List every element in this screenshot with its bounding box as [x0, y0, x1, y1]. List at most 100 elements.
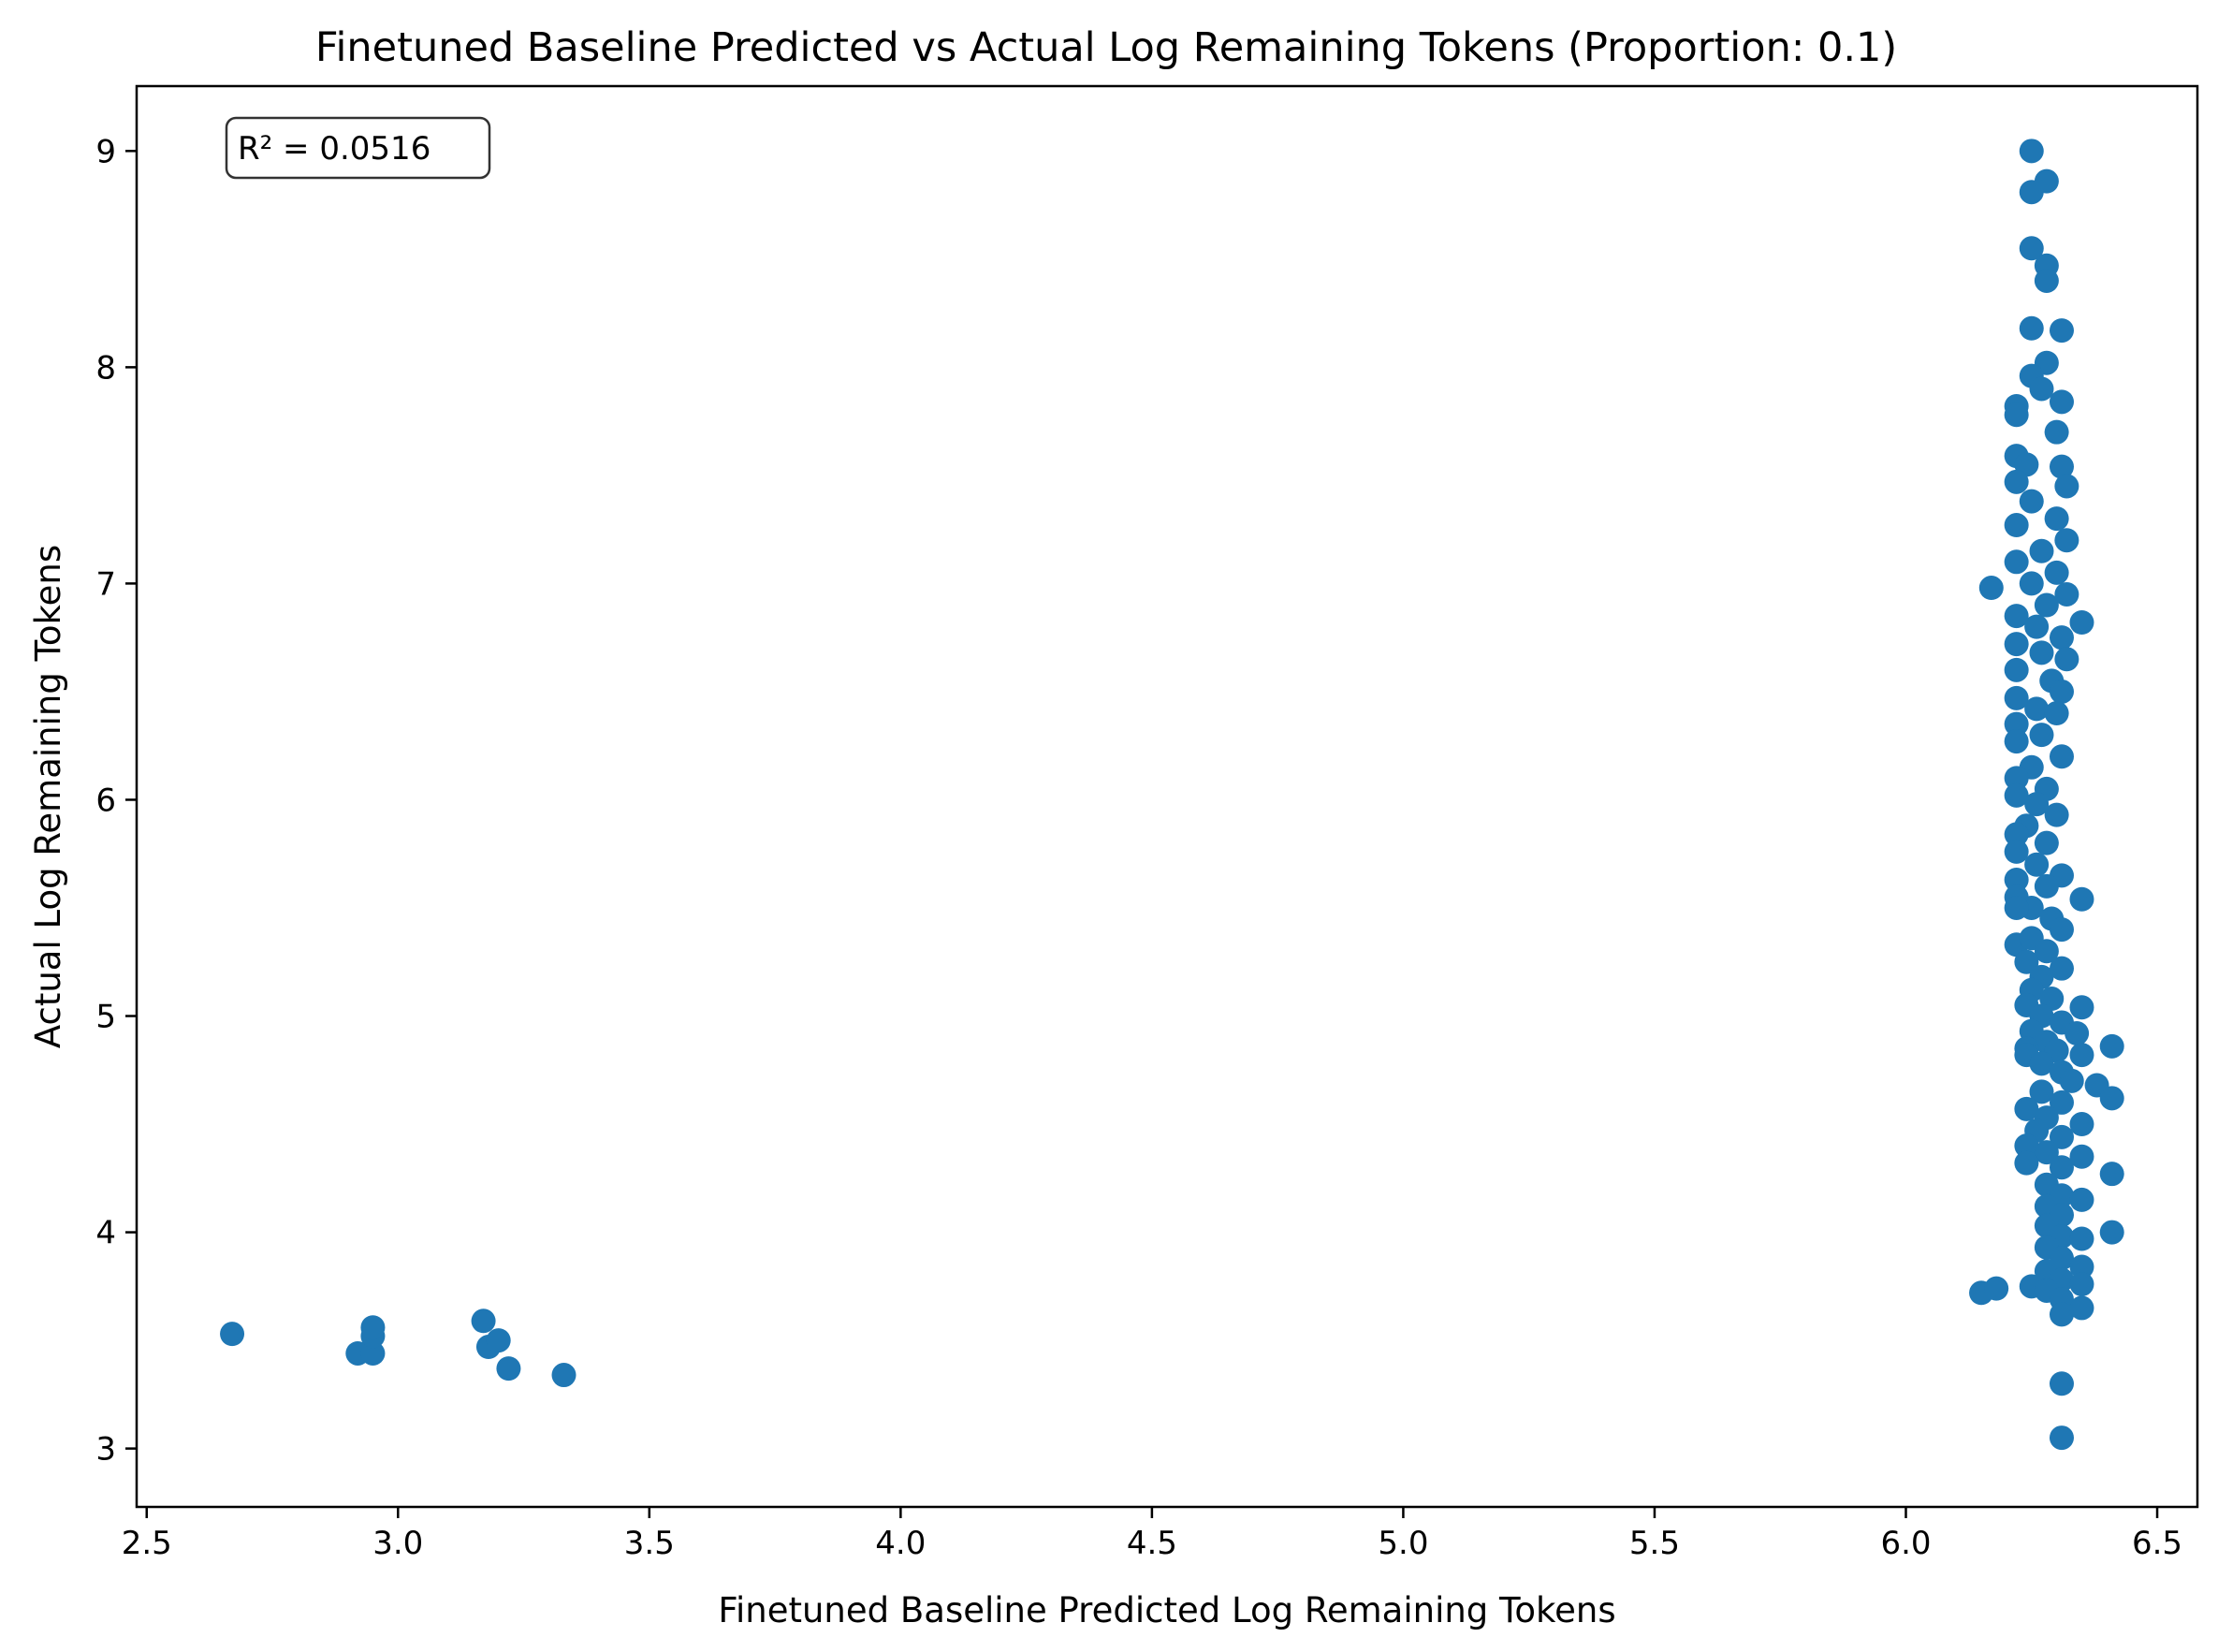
- data-point: [2029, 640, 2054, 665]
- data-point: [2004, 782, 2029, 808]
- x-tick-label: 4.0: [875, 1525, 926, 1562]
- data-point: [2024, 696, 2050, 722]
- data-point: [1984, 1276, 2009, 1301]
- data-point: [2054, 474, 2079, 499]
- data-point: [1978, 576, 2004, 601]
- data-point: [2019, 571, 2044, 596]
- data-point: [2049, 389, 2074, 415]
- data-point: [2069, 995, 2094, 1020]
- x-axis-label: Finetuned Baseline Predicted Log Remaini…: [718, 1590, 1615, 1630]
- data-point: [2099, 1086, 2124, 1111]
- data-point: [2069, 610, 2094, 636]
- data-points: [220, 139, 2124, 1451]
- y-tick-label: 8: [95, 349, 116, 387]
- data-point: [2049, 1302, 2074, 1327]
- y-tick-label: 4: [95, 1215, 116, 1252]
- y-tick-label: 7: [95, 565, 116, 603]
- data-point: [2069, 1144, 2094, 1169]
- data-point: [2069, 1043, 2094, 1068]
- x-tick-label: 6.5: [2132, 1525, 2182, 1562]
- y-axis-ticks: 3 4 5 6 7 8 9: [95, 133, 137, 1469]
- annotation-text: R² = 0.0516: [238, 130, 430, 168]
- x-tick-label: 5.0: [1378, 1525, 1428, 1562]
- data-point: [2049, 917, 2074, 943]
- data-point: [2049, 454, 2074, 479]
- data-point: [2049, 679, 2074, 704]
- data-point: [2029, 723, 2054, 748]
- data-point: [2054, 528, 2079, 553]
- data-point: [2034, 268, 2059, 293]
- data-point: [2014, 1096, 2039, 1121]
- data-point: [2029, 538, 2054, 563]
- data-point: [2019, 489, 2044, 514]
- data-point: [2004, 766, 2029, 791]
- axes-frame: [135, 84, 2199, 1509]
- chart-title: Finetuned Baseline Predicted vs Actual L…: [315, 24, 1897, 71]
- data-point: [2024, 614, 2050, 639]
- y-tick-label: 5: [95, 999, 116, 1036]
- data-point: [2049, 1155, 2074, 1180]
- data-point: [2034, 873, 2059, 899]
- data-point: [2049, 1425, 2074, 1451]
- data-point: [2014, 1150, 2039, 1176]
- data-point: [2024, 792, 2050, 817]
- plot-area: [135, 84, 2199, 1509]
- data-point: [2014, 1133, 2039, 1159]
- data-point: [2044, 419, 2069, 445]
- data-point: [471, 1308, 496, 1334]
- data-point: [2029, 1051, 2054, 1076]
- x-tick-label: 3.0: [372, 1525, 423, 1562]
- data-point: [2004, 469, 2029, 494]
- data-point: [2069, 886, 2094, 912]
- data-point: [2044, 701, 2069, 726]
- x-tick-label: 6.0: [1880, 1525, 1931, 1562]
- data-point: [2049, 1124, 2074, 1149]
- data-point: [2004, 402, 2029, 428]
- x-tick-label: 4.5: [1127, 1525, 1177, 1562]
- data-point: [2029, 376, 2054, 402]
- data-point: [2029, 1079, 2054, 1104]
- data-point: [2069, 1226, 2094, 1251]
- data-point: [2049, 318, 2074, 344]
- y-tick-label: 3: [95, 1431, 116, 1469]
- x-tick-label: 3.5: [624, 1525, 675, 1562]
- annotation-box: [225, 116, 491, 180]
- data-point: [2054, 647, 2079, 672]
- x-tick-label: 2.5: [122, 1525, 172, 1562]
- x-tick-label: 5.5: [1629, 1525, 1680, 1562]
- data-point: [2049, 744, 2074, 769]
- data-point: [2004, 895, 2029, 920]
- data-point: [2099, 1220, 2124, 1245]
- data-point: [2049, 956, 2074, 981]
- data-point: [2069, 1295, 2094, 1321]
- data-point: [551, 1363, 576, 1388]
- data-point: [2059, 1068, 2084, 1093]
- data-point: [2069, 1187, 2094, 1212]
- data-point: [2034, 168, 2059, 194]
- data-point: [360, 1315, 386, 1340]
- data-point: [2049, 1371, 2074, 1396]
- y-axis-label: Actual Log Remaining Tokens: [28, 545, 68, 1048]
- data-point: [2004, 685, 2029, 710]
- data-point: [2049, 1089, 2074, 1115]
- data-point: [2034, 939, 2059, 964]
- y-tick-label: 6: [95, 782, 116, 819]
- data-point: [2004, 604, 2029, 629]
- data-point: [2069, 1254, 2094, 1279]
- data-point: [2099, 1033, 2124, 1059]
- data-point: [360, 1340, 386, 1366]
- data-point: [2004, 839, 2029, 864]
- data-point: [2034, 830, 2059, 855]
- data-point: [2004, 729, 2029, 754]
- data-point: [2065, 1021, 2090, 1045]
- data-point: [2069, 1272, 2094, 1297]
- r-squared-annotation: R² = 0.0516: [225, 116, 491, 180]
- data-point: [2044, 802, 2069, 827]
- data-point: [2004, 513, 2029, 538]
- data-point: [2054, 581, 2079, 607]
- data-point: [2019, 315, 2044, 341]
- data-point: [2044, 560, 2069, 585]
- data-point: [2004, 822, 2029, 847]
- data-point: [2044, 506, 2069, 532]
- data-point: [486, 1328, 511, 1353]
